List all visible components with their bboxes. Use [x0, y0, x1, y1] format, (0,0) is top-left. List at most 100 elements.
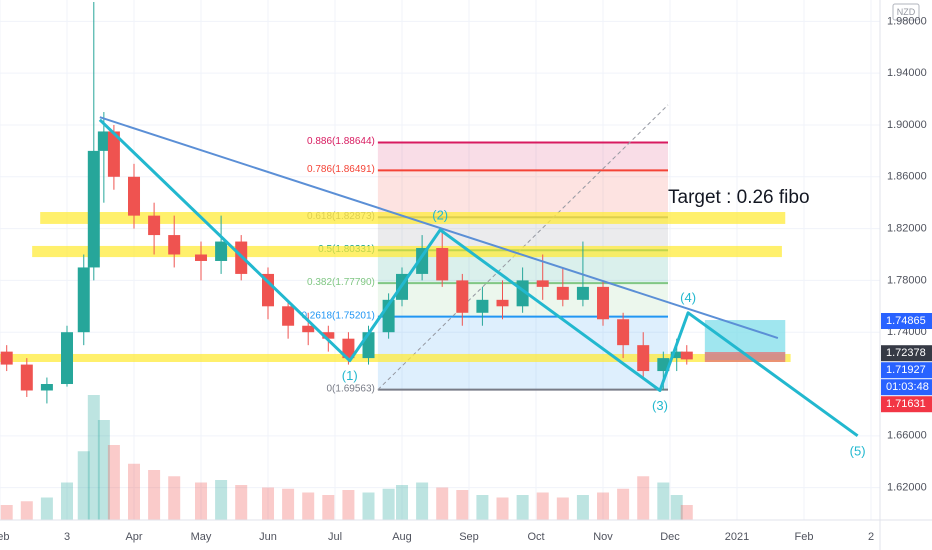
candle-body — [61, 332, 74, 385]
candle-body — [20, 364, 33, 391]
volume-bar — [396, 485, 409, 520]
x-tick-label: 2 — [868, 531, 874, 543]
candle-body — [215, 241, 228, 261]
price-tag — [881, 396, 932, 413]
y-tick-label: 1.86000 — [887, 171, 927, 183]
wave-label: (2) — [432, 207, 448, 222]
plot-layer: 0.886(1.88644)0.786(1.86491)0.618(1.8287… — [0, 0, 880, 520]
candle-body — [87, 150, 100, 268]
x-tick-label: Aug — [392, 531, 412, 543]
volume-bar — [282, 488, 295, 520]
wave-label: (4) — [680, 290, 696, 305]
volume-bar — [0, 505, 13, 520]
candle-body — [416, 248, 429, 274]
candle-body — [576, 286, 589, 300]
candle-body — [195, 254, 208, 261]
volume-bar — [617, 488, 630, 520]
volume-bar — [61, 482, 74, 520]
candle-body — [496, 299, 509, 307]
candle-body — [322, 332, 335, 339]
wave-label: (5) — [850, 443, 866, 458]
candle-body — [536, 280, 549, 287]
candle-body — [657, 358, 670, 372]
candle-body — [107, 131, 120, 177]
candle-body — [456, 280, 469, 313]
x-tick-label: Dec — [660, 531, 680, 543]
candle-body — [97, 131, 110, 151]
countdown-label: 01:03:48 — [886, 381, 929, 393]
candle-body — [302, 325, 315, 333]
candle-body — [342, 338, 355, 359]
fib-label: 0.786(1.86491) — [307, 164, 375, 175]
y-tick-label: 1.82000 — [887, 222, 927, 234]
candle-body — [262, 273, 275, 307]
volume-bar — [262, 487, 275, 520]
candle-body — [282, 306, 295, 326]
candle-body — [40, 384, 53, 391]
volume-bar — [168, 476, 181, 520]
candle-body — [680, 351, 693, 360]
candle-body — [0, 351, 13, 365]
x-tick-label: Nov — [593, 531, 613, 543]
x-tick-label: Sep — [459, 531, 479, 543]
price-tag-label: 1.72378 — [886, 347, 926, 359]
candle-body — [168, 235, 181, 255]
y-tick-label: 1.94000 — [887, 67, 927, 79]
y-tick-label: 1.66000 — [887, 430, 927, 442]
x-tick-label: Oct — [527, 531, 544, 543]
volume-bar — [322, 495, 335, 520]
x-tick-label: May — [191, 531, 212, 543]
zone — [704, 352, 786, 362]
volume-bar — [416, 482, 429, 520]
volume-bar — [195, 482, 208, 520]
fib-zone — [377, 142, 669, 171]
countdown-tag — [881, 379, 932, 396]
fib-label: 0.2618(1.75201) — [301, 310, 374, 321]
candle-body — [77, 267, 90, 333]
candle-body — [637, 345, 650, 372]
price-tag — [881, 362, 932, 379]
volume-bar — [87, 395, 100, 520]
volume-bar — [77, 451, 90, 520]
volume-bar — [516, 495, 529, 520]
currency-badge — [892, 3, 920, 21]
volume-bar — [302, 492, 315, 520]
candle-body — [148, 215, 161, 236]
wave-label: (3) — [652, 398, 668, 413]
volume-bar — [342, 490, 355, 520]
fib-label: 0.886(1.88644) — [307, 136, 375, 147]
y-tick-label: 1.78000 — [887, 274, 927, 286]
volume-bar — [536, 492, 549, 520]
volume-bar — [680, 505, 693, 520]
price-tag-label: 1.74865 — [886, 315, 926, 327]
volume-bar — [597, 492, 610, 520]
x-tick-label: Jun — [259, 531, 277, 543]
volume-bar — [107, 445, 120, 520]
zone — [40, 212, 786, 224]
volume-bar — [148, 470, 161, 520]
y-tick-label: 1.98000 — [887, 15, 927, 27]
price-tag-label: 1.71631 — [886, 398, 926, 410]
y-tick-label: 1.74000 — [887, 326, 927, 338]
volume-bar — [476, 495, 489, 520]
volume-bar — [657, 482, 670, 520]
annotation: Target : 0.26 fibo — [668, 187, 810, 208]
volume-bar — [382, 488, 395, 520]
candle-body — [670, 351, 683, 359]
candle-body — [597, 286, 610, 320]
x-tick-label: Feb — [795, 531, 814, 543]
y-tick-label: 1.62000 — [887, 482, 927, 494]
price-tag — [881, 345, 932, 362]
volume-bar — [235, 485, 248, 520]
candle-body — [476, 299, 489, 313]
wave-line — [98, 118, 859, 438]
volume-bar — [576, 495, 589, 520]
volume-bar — [97, 420, 110, 520]
volume-bar — [670, 495, 683, 520]
volume-bar — [20, 501, 33, 520]
zone — [32, 245, 782, 258]
fib-zone — [377, 170, 669, 218]
candle-body — [436, 248, 449, 281]
